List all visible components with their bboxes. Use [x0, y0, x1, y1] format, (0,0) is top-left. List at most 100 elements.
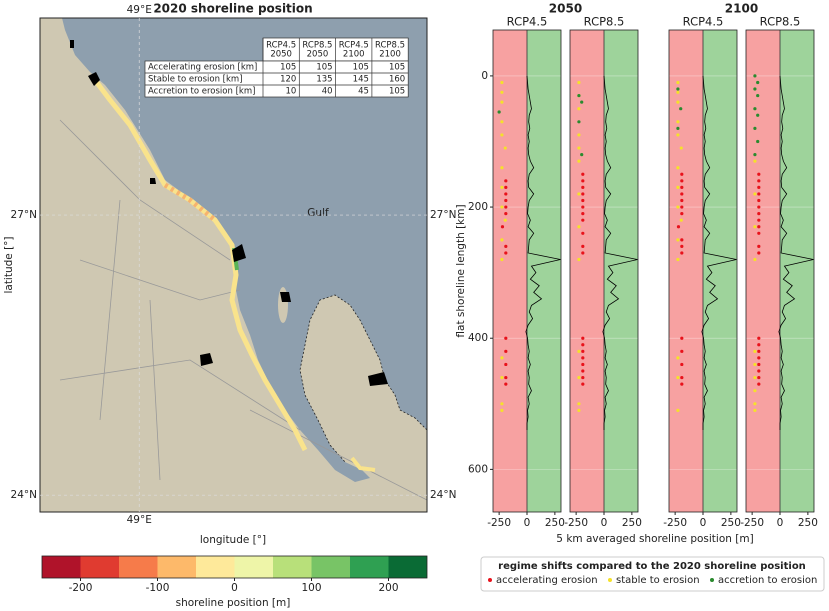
legend-label: stable to erosion	[616, 575, 700, 586]
point	[680, 212, 684, 216]
x-tick-label: 250	[622, 517, 642, 529]
y-tick-label: 600	[468, 463, 488, 475]
shoreline-line	[701, 75, 737, 431]
shoreline-line	[602, 75, 638, 431]
point	[753, 349, 757, 353]
point	[504, 336, 508, 340]
panel-title: RCP8.5	[584, 15, 625, 29]
point	[581, 218, 585, 222]
x-tick-label: 0	[700, 517, 707, 529]
point	[500, 120, 504, 124]
point	[581, 212, 585, 216]
point	[577, 159, 581, 163]
point	[676, 205, 680, 209]
point	[504, 375, 508, 380]
point	[679, 218, 683, 222]
point	[757, 192, 761, 196]
point	[680, 375, 684, 380]
x-tick-label: -250	[564, 517, 588, 529]
point	[757, 356, 761, 360]
point	[500, 375, 504, 380]
point	[581, 343, 585, 347]
point	[581, 362, 585, 367]
table-header: RCP4.5	[339, 41, 369, 51]
point	[680, 244, 684, 249]
point	[500, 225, 505, 229]
point	[581, 369, 585, 373]
point	[753, 159, 757, 163]
point	[504, 179, 508, 183]
point	[676, 90, 680, 94]
table-header: 2050	[307, 50, 329, 60]
point	[580, 152, 584, 157]
point	[504, 362, 508, 367]
table-header: RCP8.5	[302, 41, 332, 51]
point	[581, 231, 585, 235]
point	[753, 225, 757, 229]
point	[753, 402, 757, 406]
positive-region	[527, 30, 561, 512]
point	[504, 185, 508, 189]
y-tick-label: 27°N	[11, 209, 37, 221]
point	[504, 251, 508, 255]
negative-region	[493, 30, 527, 512]
table-cell: 10	[285, 87, 296, 97]
x-tick-label: -250	[663, 517, 687, 529]
point	[577, 349, 581, 353]
x-axis-label: longitude [°]	[200, 534, 266, 546]
point	[676, 257, 680, 262]
shoreline-erosion	[163, 182, 217, 222]
point	[676, 356, 680, 360]
point	[680, 198, 684, 203]
point	[504, 349, 508, 353]
panel-title: RCP4.5	[507, 15, 548, 29]
point	[753, 107, 757, 111]
point	[577, 107, 581, 111]
point	[504, 198, 508, 203]
panel-title: RCP4.5	[683, 15, 724, 29]
point	[753, 152, 757, 157]
table-row-label: Accretion to erosion [km]	[148, 87, 255, 97]
y-axis-label: latitude [°]	[3, 236, 15, 293]
color-bin	[80, 556, 119, 578]
point	[577, 257, 581, 262]
point	[581, 244, 585, 249]
point	[581, 382, 585, 386]
point	[757, 212, 761, 216]
point	[503, 218, 507, 222]
x-tick-label: 250	[545, 517, 565, 529]
point	[679, 107, 683, 111]
color-bin	[196, 556, 235, 578]
annotation: Gulf	[307, 207, 329, 219]
point	[756, 113, 760, 117]
point	[500, 185, 504, 189]
point	[676, 185, 680, 189]
point	[757, 349, 761, 353]
point	[676, 225, 681, 229]
point	[500, 257, 504, 262]
color-bin	[234, 556, 273, 578]
color-bin	[311, 556, 350, 578]
point	[680, 205, 684, 209]
legend-marker	[608, 578, 612, 582]
point	[500, 238, 504, 242]
point	[757, 231, 761, 235]
point	[676, 100, 680, 104]
table-cell: 40	[322, 87, 333, 97]
positive-region	[780, 30, 814, 512]
point	[757, 179, 761, 183]
sea	[62, 18, 427, 482]
point	[757, 251, 761, 255]
point	[500, 408, 504, 412]
point	[676, 120, 680, 124]
table-cell: 135	[316, 75, 332, 85]
x-tick-label: -100	[146, 582, 170, 594]
negative-region	[570, 30, 604, 512]
point	[753, 257, 757, 262]
point	[577, 408, 581, 412]
point	[504, 382, 508, 386]
table-cell: 160	[389, 75, 405, 85]
point	[581, 179, 585, 183]
color-bin	[350, 556, 389, 578]
table-header: RCP8.5	[375, 41, 405, 51]
